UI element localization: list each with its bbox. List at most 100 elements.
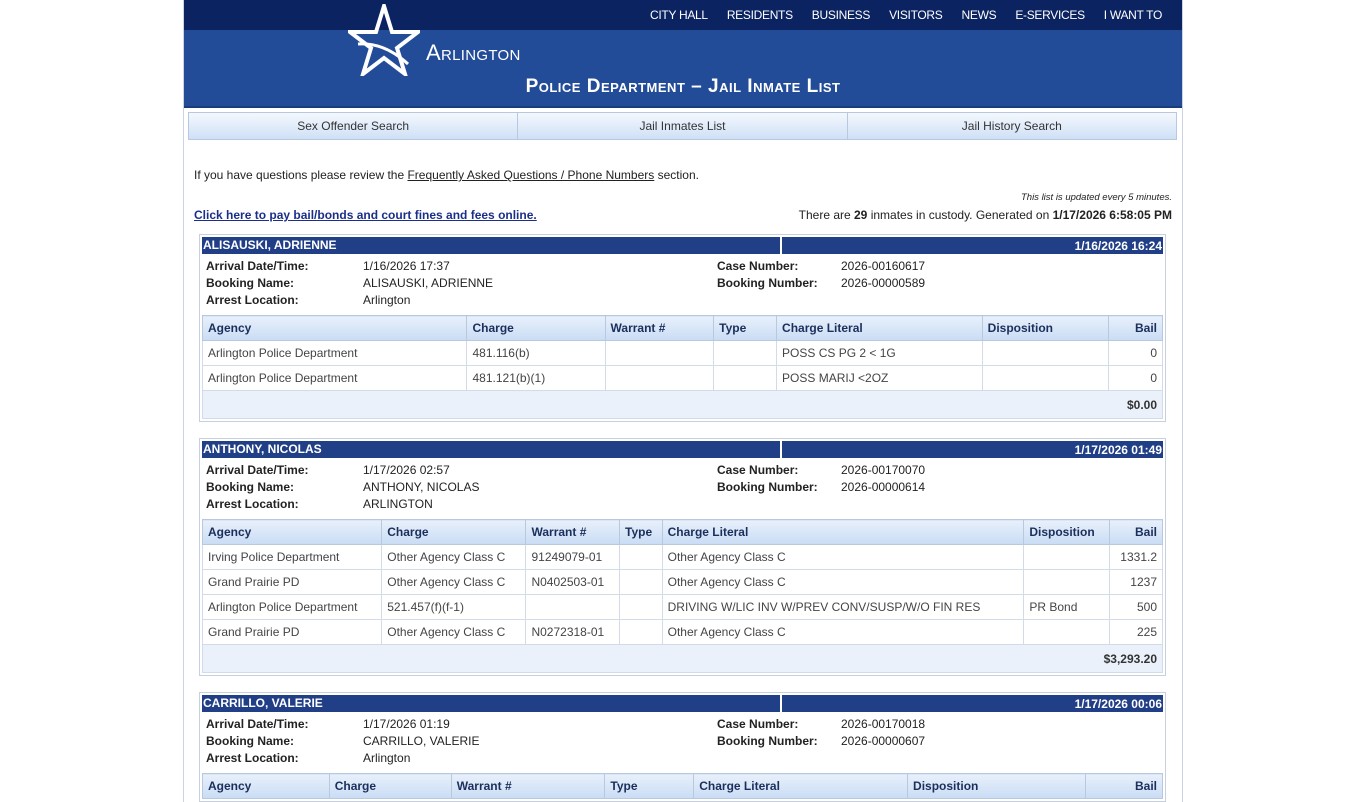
charges-table: Agency Charge Warrant # Type Charge Literal D…: [201, 315, 1164, 419]
star-logo-icon: [348, 4, 420, 76]
booking-name-value: CARRILLO, VALERIE: [363, 734, 480, 748]
table-cell: [525, 594, 621, 620]
table-cell: 225: [1108, 619, 1164, 645]
table-cell: POSS CS PG 2 < 1G: [776, 340, 983, 366]
table-cell: Other Agency Class C: [661, 569, 1025, 595]
column-header: Bail: [1085, 773, 1163, 799]
table-cell: N0402503-01: [525, 569, 621, 595]
table-cell: N0272318-01: [525, 619, 621, 645]
pay-bail-link[interactable]: Click here to pay bail/bonds and court f…: [194, 208, 537, 222]
arrival-value: 1/17/2026 01:19: [363, 717, 450, 731]
table-cell: Grand Prairie PD: [201, 569, 383, 595]
table-cell: [619, 619, 663, 645]
nav-link[interactable]: RESIDENTS: [726, 8, 793, 22]
nav-link[interactable]: NEWS: [961, 8, 997, 22]
table-cell: [1023, 544, 1110, 570]
nav-link[interactable]: CITY HALL: [650, 8, 708, 22]
label: Arrest Location:: [206, 293, 299, 307]
update-note: This list is updated every 5 minutes.: [1020, 192, 1172, 203]
column-header: Disposition: [907, 773, 1086, 799]
table-cell: 91249079-01: [525, 544, 621, 570]
column-header: Agency: [201, 519, 383, 545]
nav-link[interactable]: VISITORS: [889, 8, 943, 22]
inmate-name: ALISAUSKI, ADRIENNE: [202, 237, 782, 254]
label: Arrest Location:: [206, 497, 299, 511]
inmate-info: Arrival Date/Time: 1/17/2026 01:19 Case N…: [202, 712, 1163, 765]
column-header: Agency: [201, 315, 468, 341]
label: Booking Number:: [717, 276, 818, 290]
case-value: 2026-00160617: [841, 259, 926, 273]
count-pre: There are: [798, 208, 854, 222]
table-cell: PR Bond: [1023, 594, 1110, 620]
top-nav: CITY HALL RESIDENTS BUSINESS VISITORS NEWS E-…: [184, 0, 1182, 30]
table-cell: Other Agency Class C: [381, 544, 527, 570]
table-cell: [619, 544, 663, 570]
table-cell: 521.457(f)(f-1): [381, 594, 527, 620]
arrest-location-value: ARLINGTON: [363, 497, 433, 511]
table-cell: Other Agency Class C: [661, 619, 1025, 645]
inmate-count: There are 29 inmates in custody. Generat…: [799, 208, 1172, 222]
label: Booking Name:: [206, 276, 295, 290]
inmate-name: CARRILLO, VALERIE: [202, 695, 782, 712]
table-cell: POSS MARIJ <2OZ: [776, 365, 983, 391]
table-cell: [713, 340, 778, 366]
inmate-name: ANTHONY, NICOLAS: [202, 441, 782, 458]
count-mid: inmates in custody. Generated on: [867, 208, 1053, 222]
tab-sex-offender-search[interactable]: Sex Offender Search: [189, 113, 519, 139]
table-header-row: Agency Charge Warrant # Type Charge Literal D…: [201, 519, 1164, 545]
bail-total: $3,293.20: [202, 644, 1163, 673]
nav-link[interactable]: BUSINESS: [811, 8, 871, 22]
nav-link[interactable]: I WANT TO: [1103, 8, 1163, 22]
inmate-info: Arrival Date/Time: 1/17/2026 02:57 Case N…: [202, 458, 1163, 511]
booking-number-value: 2026-00000614: [841, 480, 926, 494]
table-cell: [604, 365, 715, 391]
faq-link[interactable]: Frequently Asked Questions / Phone Numbe…: [407, 168, 655, 182]
table-cell: Grand Prairie PD: [201, 619, 383, 645]
table-row: Grand Prairie PD Other Agency Class C N040…: [201, 569, 1164, 595]
table-cell: Arlington Police Department: [201, 365, 468, 391]
intro-before: If you have questions please review the: [194, 168, 408, 182]
column-header: Bail: [1108, 519, 1164, 545]
column-header: Type: [604, 773, 695, 799]
column-header: Type: [713, 315, 778, 341]
charges-table: Agency Charge Warrant # Type Charge Literal D…: [201, 519, 1164, 673]
arrival-value: 1/17/2026 02:57: [363, 463, 450, 477]
column-header: Bail: [1107, 315, 1164, 341]
table-cell: Other Agency Class C: [381, 619, 527, 645]
nav-link[interactable]: E-SERVICES: [1015, 8, 1085, 22]
table-cell: 0: [1107, 340, 1164, 366]
table-cell: 1237: [1108, 569, 1164, 595]
table-cell: Irving Police Department: [201, 544, 383, 570]
table-cell: [619, 594, 663, 620]
column-header: Type: [619, 519, 663, 545]
table-cell: [981, 340, 1109, 366]
tab-jail-inmates-list[interactable]: Jail Inmates List: [518, 113, 848, 139]
inmate-info: Arrival Date/Time: 1/16/2026 17:37 Case N…: [202, 254, 1163, 307]
logo-text: Arlington: [426, 40, 521, 65]
table-cell: [604, 340, 715, 366]
column-header: Charge: [381, 519, 527, 545]
column-header: Charge: [466, 315, 606, 341]
table-cell: 500: [1108, 594, 1164, 620]
column-header: Agency: [202, 773, 330, 799]
table-cell: 481.121(b)(1): [466, 365, 606, 391]
tab-jail-history-search[interactable]: Jail History Search: [847, 113, 1176, 139]
case-value: 2026-00170018: [841, 717, 926, 731]
column-header: Charge: [328, 773, 452, 799]
booking-number-value: 2026-00000607: [841, 734, 926, 748]
banner: Arlington Police Department – Jail Inmat…: [184, 4, 1182, 108]
column-header: Charge Literal: [776, 315, 983, 341]
inmate-record: CARRILLO, VALERIE 1/17/2026 00:06 Arrival…: [199, 692, 1166, 802]
page-container: CITY HALL RESIDENTS BUSINESS VISITORS NEWS E-…: [183, 0, 1183, 802]
column-header: Disposition: [1023, 519, 1110, 545]
table-row: Irving Police Department Other Agency Cla…: [201, 544, 1164, 570]
inmate-record: ANTHONY, NICOLAS 1/17/2026 01:49 Arrival …: [199, 438, 1166, 676]
table-row: Grand Prairie PD Other Agency Class C N027…: [201, 619, 1164, 645]
arlington-logo[interactable]: Arlington: [348, 4, 521, 76]
column-header: Warrant #: [525, 519, 621, 545]
column-header: Disposition: [981, 315, 1109, 341]
table-row: Arlington Police Department 481.121(b)(1)…: [201, 365, 1164, 391]
inmate-header: ANTHONY, NICOLAS 1/17/2026 01:49: [202, 441, 1163, 458]
booking-number-value: 2026-00000589: [841, 276, 926, 290]
table-cell: 1331.2: [1108, 544, 1164, 570]
